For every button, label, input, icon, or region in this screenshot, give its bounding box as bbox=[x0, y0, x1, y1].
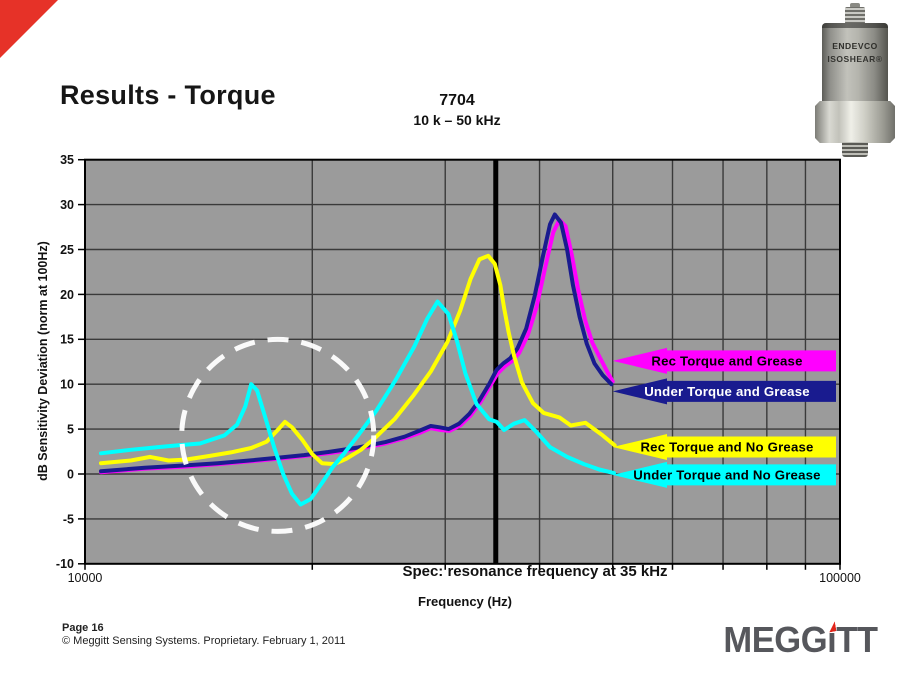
legend-arrow bbox=[612, 434, 836, 461]
legend-label: Rec Torque and Grease bbox=[651, 353, 802, 368]
y-axis-title: dB Sensitivity Deviation (norm at 100Hz) bbox=[36, 241, 50, 481]
logo-text-left: MEGG bbox=[723, 619, 828, 660]
legend-arrow bbox=[612, 347, 836, 374]
annotation-circle bbox=[179, 336, 377, 534]
series-curve bbox=[99, 212, 614, 474]
device-mounting-stud bbox=[842, 142, 868, 157]
legend-arrow bbox=[612, 378, 836, 405]
spec-note: Spec: resonance frequency at 35 kHz bbox=[402, 563, 668, 580]
legend-label: Under Torque and Grease bbox=[644, 384, 810, 399]
meggitt-logo: MEGG ıTT bbox=[723, 619, 879, 661]
device-brand-label: ENDEVCO bbox=[832, 41, 878, 51]
y-tick-label: 15 bbox=[60, 333, 74, 347]
device-top-band bbox=[822, 23, 888, 28]
device-model-label: ISOSHEAR® bbox=[827, 54, 883, 64]
y-tick-label: -5 bbox=[63, 512, 74, 526]
y-tick-label: 0 bbox=[67, 467, 74, 481]
device-top-cap bbox=[850, 3, 860, 8]
legend-label: Under Torque and No Grease bbox=[633, 467, 820, 482]
y-tick-label: 30 bbox=[60, 198, 74, 212]
copyright-text: © Meggitt Sensing Systems. Proprietary. … bbox=[62, 635, 346, 647]
chart-subtitle: 10 k – 50 kHz bbox=[413, 112, 501, 128]
slide-title: Results - Torque bbox=[60, 80, 276, 110]
plot-border bbox=[84, 158, 841, 565]
x-tick-label: 10000 bbox=[68, 571, 103, 585]
x-axis-title: Frequency (Hz) bbox=[418, 594, 512, 609]
y-tick-label: 5 bbox=[67, 423, 74, 437]
series-curve bbox=[99, 253, 617, 467]
legend-label: Rec Torque and No Grease bbox=[640, 440, 813, 455]
y-tick-label: 20 bbox=[60, 288, 74, 302]
legend-arrow bbox=[612, 461, 836, 488]
x-tick-label: 100000 bbox=[819, 571, 861, 585]
y-tick-label: 35 bbox=[60, 153, 74, 167]
y-tick-label: 10 bbox=[60, 378, 74, 392]
y-tick-label: -10 bbox=[56, 557, 74, 571]
device-body: ENDEVCO ISOSHEAR® bbox=[822, 23, 888, 101]
y-tick-label: 25 bbox=[60, 243, 74, 257]
chart-title: 7704 bbox=[439, 92, 475, 109]
series-curve bbox=[99, 299, 616, 507]
logo-letter-i: ı bbox=[827, 619, 837, 660]
device-top-connector bbox=[845, 7, 865, 24]
footer: Page 16 © Meggitt Sensing Systems. Propr… bbox=[62, 622, 345, 648]
device-hex-nut bbox=[815, 101, 895, 143]
chart-heading: 7704 10 k – 50 kHz bbox=[357, 92, 557, 128]
accelerometer-photo: ENDEVCO ISOSHEAR® bbox=[813, 3, 897, 157]
logo-text-right: TT bbox=[836, 619, 879, 660]
page-number: Page 16 bbox=[62, 622, 104, 634]
